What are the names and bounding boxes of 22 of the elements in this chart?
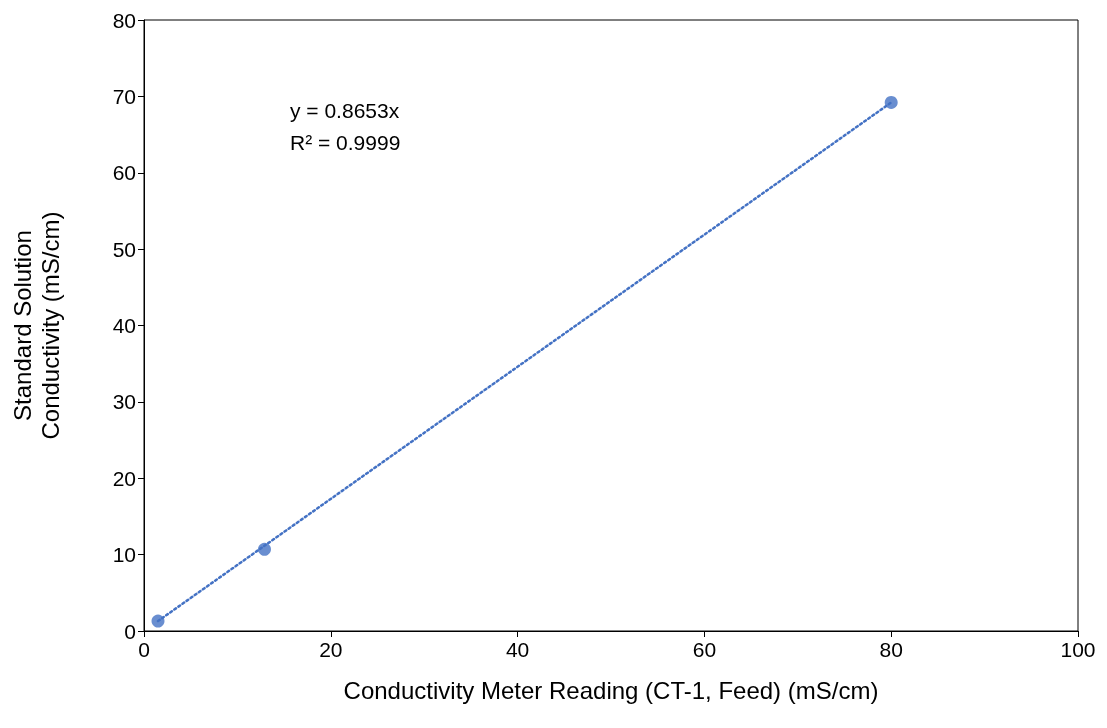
x-axis-title: Conductivity Meter Reading (CT-1, Feed) (mS/cm) — [343, 676, 879, 704]
y-tick-label: 30 — [112, 390, 136, 414]
x-tick-label: 100 — [1060, 638, 1096, 661]
x-tick-label: 80 — [879, 638, 903, 661]
x-tick-label: 0 — [138, 638, 150, 661]
point — [884, 95, 898, 109]
y-tick-label: 50 — [112, 237, 136, 261]
y-tick-label: 80 — [112, 8, 136, 32]
x-tick-label: 20 — [319, 638, 343, 661]
y-tick-label: 40 — [112, 314, 136, 337]
annotation: y = 0.8653x — [290, 99, 400, 122]
y-tick-label: 70 — [112, 84, 136, 108]
y-tick-label: 60 — [112, 161, 136, 185]
y-tick-label: 10 — [112, 543, 136, 567]
y-tick-label: 0 — [124, 619, 136, 643]
y-axis-title: Standard Solution Conductivity (mS/cm) — [8, 211, 64, 440]
annotation: R² = 0.9999 — [290, 131, 401, 154]
point — [258, 542, 271, 556]
y-tick-label: 20 — [112, 466, 136, 490]
x-tick-label: 60 — [692, 638, 717, 661]
x-tick-label: 40 — [505, 638, 530, 661]
point — [151, 614, 165, 628]
